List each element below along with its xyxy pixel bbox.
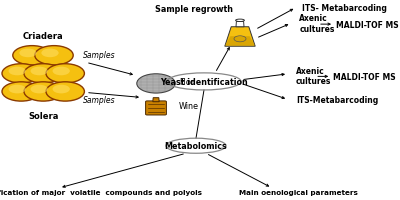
Circle shape (13, 46, 51, 66)
Circle shape (19, 49, 37, 58)
Text: Yeast identification: Yeast identification (160, 78, 248, 86)
Circle shape (24, 82, 62, 102)
Polygon shape (225, 37, 255, 46)
Circle shape (137, 74, 175, 94)
Circle shape (35, 46, 73, 66)
Circle shape (8, 85, 26, 94)
Circle shape (30, 85, 48, 94)
Circle shape (52, 85, 70, 94)
Circle shape (52, 67, 70, 76)
Text: Quantification of major  volatile  compounds and polyols: Quantification of major volatile compoun… (0, 189, 202, 195)
Text: Wine: Wine (179, 102, 199, 110)
Circle shape (2, 64, 40, 84)
Text: ITS- Metabarcoding: ITS- Metabarcoding (302, 4, 387, 12)
Text: Criadera: Criadera (23, 32, 64, 40)
Polygon shape (236, 22, 244, 28)
Text: Axenic
cultures: Axenic cultures (296, 66, 331, 86)
Polygon shape (225, 28, 255, 47)
Text: Metabolomics: Metabolomics (165, 142, 227, 150)
Text: MALDI-TOF MS: MALDI-TOF MS (333, 73, 396, 81)
Text: Main oenological parameters: Main oenological parameters (238, 189, 358, 195)
Polygon shape (153, 98, 159, 102)
Text: Sample regrowth: Sample regrowth (155, 5, 233, 13)
Text: ITS-Metabarcoding: ITS-Metabarcoding (296, 96, 378, 104)
Text: Samples: Samples (83, 95, 116, 104)
Text: MALDI-TOF MS: MALDI-TOF MS (336, 21, 399, 29)
Circle shape (2, 82, 40, 102)
Text: Flor: Flor (179, 78, 194, 86)
Circle shape (8, 67, 26, 76)
Circle shape (46, 64, 84, 84)
Text: Axenic
cultures: Axenic cultures (299, 14, 334, 34)
FancyBboxPatch shape (146, 101, 166, 115)
Circle shape (24, 64, 62, 84)
Text: Samples: Samples (83, 51, 116, 60)
Circle shape (41, 49, 59, 58)
Circle shape (46, 82, 84, 102)
Circle shape (30, 67, 48, 76)
Text: Solera: Solera (28, 112, 58, 120)
